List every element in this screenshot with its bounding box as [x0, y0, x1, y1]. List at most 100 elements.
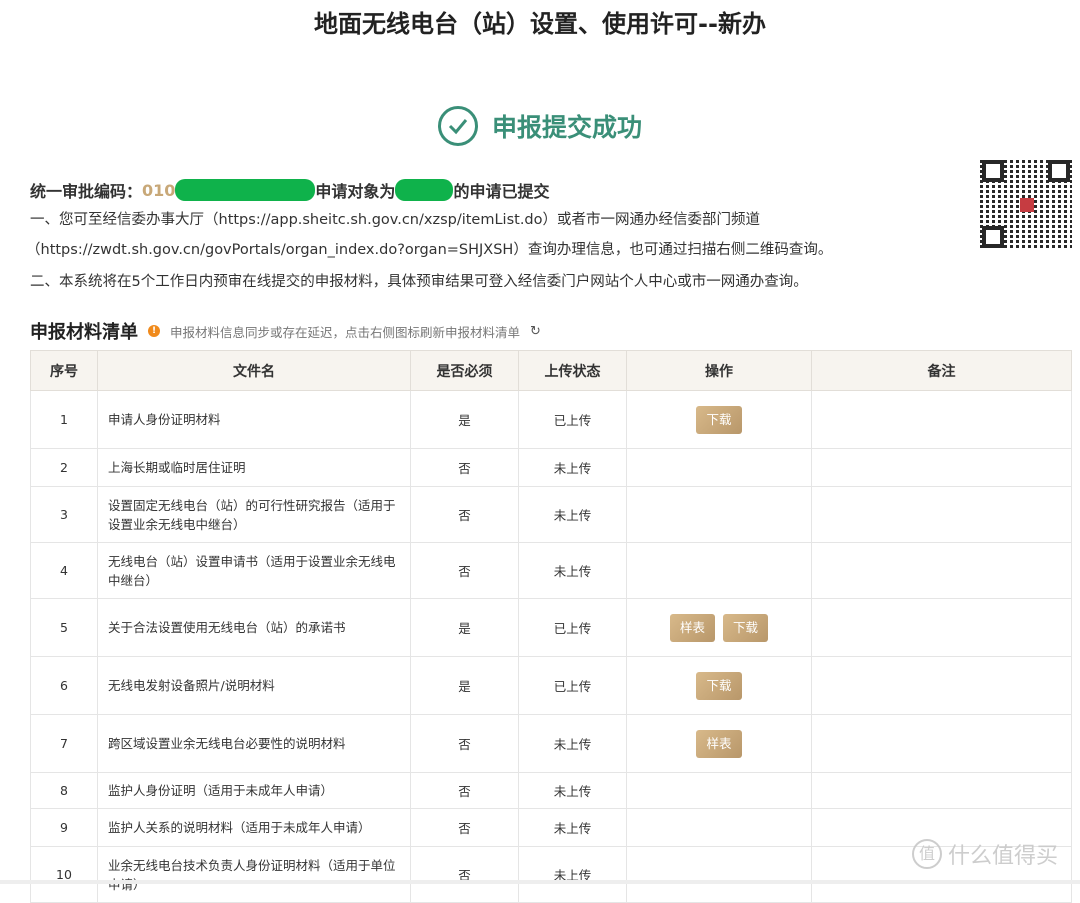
cell-remarks	[811, 656, 1072, 715]
cell-actions: 下载	[626, 656, 812, 715]
approval-code: 010	[142, 180, 176, 200]
submitted-text: 的申请已提交	[453, 182, 550, 201]
cell-no: 10	[30, 846, 98, 903]
success-banner: 申报提交成功	[438, 106, 642, 146]
cell-remarks	[811, 486, 1072, 543]
redaction-mask	[395, 179, 454, 201]
column-header: 是否必须	[410, 350, 519, 391]
cell-required: 否	[410, 846, 519, 903]
cell-name: 关于合法设置使用无线电台（站）的承诺书	[97, 598, 411, 657]
cell-no: 6	[30, 656, 98, 715]
info-paragraph-1: 一、您可至经信委办事大厅（https://app.sheitc.sh.gov.c…	[30, 212, 761, 228]
cell-status: 已上传	[518, 598, 627, 657]
cell-remarks	[811, 714, 1072, 773]
column-header: 文件名	[97, 350, 411, 391]
cell-required: 是	[410, 656, 519, 715]
cell-remarks	[811, 542, 1072, 599]
column-header: 序号	[30, 350, 98, 391]
materials-section-header: 申报材料清单 ! 申报材料信息同步或存在延迟，点击右侧图标刷新申报材料清单 ↻	[30, 318, 541, 344]
cell-required: 是	[410, 598, 519, 657]
cell-name: 无线电台（站）设置申请书（适用于设置业余无线电中继台）	[97, 542, 411, 599]
cell-no: 9	[30, 808, 98, 847]
cell-required: 是	[410, 390, 519, 449]
sample-button[interactable]: 样表	[696, 729, 742, 758]
page-title: 地面无线电台（站）设置、使用许可--新办	[314, 10, 766, 38]
refresh-icon[interactable]: ↻	[530, 323, 541, 339]
applicant-label: 申请对象为	[315, 182, 396, 201]
cell-name: 申请人身份证明材料	[97, 390, 411, 449]
cell-actions	[626, 846, 812, 903]
watermark: 值什么值得买	[912, 838, 1058, 870]
cell-status: 已上传	[518, 390, 627, 449]
cell-name: 监护人关系的说明材料（适用于未成年人申请）	[97, 808, 411, 847]
qr-code	[980, 158, 1072, 250]
cell-actions	[626, 542, 812, 599]
redaction-mask	[175, 179, 316, 201]
sync-hint: 申报材料信息同步或存在延迟，点击右侧图标刷新申报材料清单	[170, 324, 521, 340]
cell-name: 跨区域设置业余无线电台必要性的说明材料	[97, 714, 411, 773]
cell-no: 1	[30, 390, 98, 449]
table-row: 1 申请人身份证明材料是已上传 下载	[30, 390, 1072, 449]
warning-icon: !	[148, 325, 160, 337]
horizontal-scrollbar[interactable]	[0, 880, 1080, 884]
cell-no: 5	[30, 598, 98, 657]
table-row: 9 监护人关系的说明材料（适用于未成年人申请）否未上传	[30, 808, 1072, 847]
cell-status: 未上传	[518, 808, 627, 847]
table-row: 5 关于合法设置使用无线电台（站）的承诺书是已上传 样表 下载	[30, 598, 1072, 657]
cell-no: 4	[30, 542, 98, 599]
cell-actions	[626, 448, 812, 487]
cell-required: 否	[410, 448, 519, 487]
cell-no: 2	[30, 448, 98, 487]
cell-remarks	[811, 772, 1072, 809]
zhi-logo-icon: 值	[912, 839, 942, 869]
cell-required: 否	[410, 542, 519, 599]
cell-status: 已上传	[518, 656, 627, 715]
materials-table: 序号 文件名 是否必须 上传状态 操作 备注 1 申请人身份证明材料是已上传 下载 2 上海长期或…	[30, 350, 1072, 903]
table-row: 3 设置固定无线电台（站）的可行性研究报告（适用于设置业余无线电中继台）否未上传	[30, 486, 1072, 543]
sample-button[interactable]: 样表	[669, 613, 715, 642]
cell-actions: 下载	[626, 390, 812, 449]
cell-remarks	[811, 448, 1072, 487]
cell-actions	[626, 772, 812, 809]
cell-no: 8	[30, 772, 98, 809]
cell-status: 未上传	[518, 542, 627, 599]
cell-actions: 样表	[626, 714, 812, 773]
approval-summary: 统一审批编码： 010 申请对象为 的申请已提交	[30, 178, 549, 202]
cell-no: 7	[30, 714, 98, 773]
success-text: 申报提交成功	[492, 113, 643, 142]
table-row: 4 无线电台（站）设置申请书（适用于设置业余无线电中继台）否未上传	[30, 542, 1072, 599]
table-row: 8 监护人身份证明（适用于未成年人申请）否未上传	[30, 772, 1072, 809]
cell-actions: 样表 下载	[626, 598, 812, 657]
cell-remarks	[811, 390, 1072, 449]
cell-required: 否	[410, 808, 519, 847]
cell-name: 业余无线电台技术负责人身份证明材料（适用于单位申请）	[97, 846, 411, 903]
table-row: 6 无线电发射设备照片/说明材料是已上传 下载	[30, 656, 1072, 715]
section-title: 申报材料清单	[30, 322, 138, 343]
cell-status: 未上传	[518, 486, 627, 543]
column-header: 备注	[811, 350, 1072, 391]
download-button[interactable]: 下载	[723, 613, 769, 642]
info-paragraph-2: 二、本系统将在5个工作日内预审在线提交的申报材料，具体预审结果可登入经信委门户网…	[30, 274, 808, 290]
cell-status: 未上传	[518, 714, 627, 773]
cell-no: 3	[30, 486, 98, 543]
cell-status: 未上传	[518, 846, 627, 903]
cell-required: 否	[410, 772, 519, 809]
cell-status: 未上传	[518, 772, 627, 809]
download-button[interactable]: 下载	[696, 405, 742, 434]
check-circle-icon	[438, 106, 478, 146]
download-button[interactable]: 下载	[696, 671, 742, 700]
cell-required: 否	[410, 486, 519, 543]
cell-name: 上海长期或临时居住证明	[97, 448, 411, 487]
column-header: 操作	[626, 350, 812, 391]
cell-name: 监护人身份证明（适用于未成年人申请）	[97, 772, 411, 809]
cell-actions	[626, 808, 812, 847]
cell-remarks	[811, 808, 1072, 847]
info-paragraph-1b: （https://zwdt.sh.gov.cn/govPortals/organ…	[26, 242, 833, 258]
cell-required: 否	[410, 714, 519, 773]
cell-actions	[626, 486, 812, 543]
cell-name: 设置固定无线电台（站）的可行性研究报告（适用于设置业余无线电中继台）	[97, 486, 411, 543]
column-header: 上传状态	[518, 350, 627, 391]
table-row: 7 跨区域设置业余无线电台必要性的说明材料否未上传 样表	[30, 714, 1072, 773]
table-row: 2 上海长期或临时居住证明否未上传	[30, 448, 1072, 487]
code-label: 统一审批编码：	[30, 182, 143, 201]
